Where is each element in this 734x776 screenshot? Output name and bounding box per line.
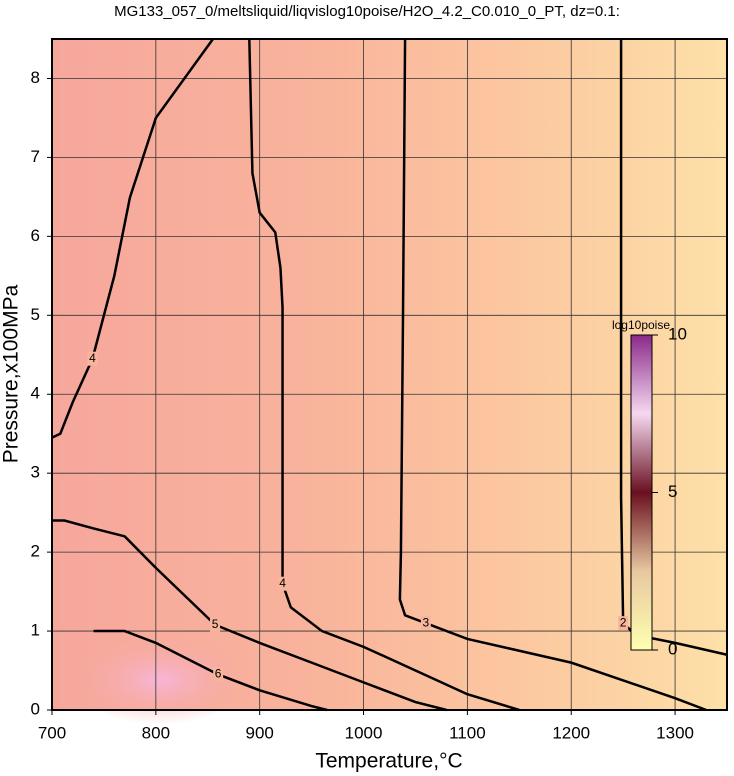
y-tick-label: 2	[31, 542, 40, 561]
colorbar-tick-label: 5	[668, 482, 677, 501]
chart-title: MG133_057_0/meltsliquid/liqvislog10poise…	[114, 3, 620, 20]
y-axis-label: Pressure,x100MPa	[0, 284, 23, 463]
y-tick-label: 1	[31, 621, 40, 640]
contour-line	[51, 38, 214, 439]
y-tick-label: 5	[31, 305, 40, 324]
x-tick-label: 1000	[345, 723, 383, 742]
y-tick-label: 4	[31, 384, 40, 403]
contour-label: 2	[620, 615, 627, 629]
contour-label-bg	[87, 351, 98, 366]
plot-background	[52, 39, 727, 710]
x-tick-label: 900	[246, 723, 274, 742]
y-tick-label: 3	[31, 463, 40, 482]
y-tick-label: 6	[31, 226, 40, 245]
colorbar-tick-label: 0	[668, 639, 677, 658]
x-axis-label: Temperature,°C	[315, 750, 462, 773]
contour-line	[398, 38, 707, 712]
y-tick-label: 7	[31, 147, 40, 166]
contour-label: 4	[89, 351, 96, 365]
colorbar-tick-label: 10	[668, 324, 687, 343]
contour-label: 4	[279, 576, 286, 590]
x-tick-label: 1100	[449, 723, 486, 742]
y-tick-label: 8	[31, 68, 40, 87]
x-tick-label: 700	[38, 723, 66, 742]
y-tick-label: 0	[31, 699, 40, 718]
colorbar	[630, 334, 653, 651]
colorbar-label: log10poise	[612, 318, 670, 332]
contour-label-bg	[277, 576, 288, 591]
x-tick-label: 1300	[656, 723, 694, 742]
contour-label: 5	[212, 617, 219, 631]
contour-label-bg	[210, 617, 221, 632]
contour-label: 3	[423, 615, 430, 629]
x-tick-label: 1200	[552, 723, 590, 742]
x-tick-label: 800	[142, 723, 170, 742]
plot-frame	[51, 38, 728, 711]
contour-label: 6	[215, 667, 222, 681]
shading	[70, 635, 250, 725]
contour-label-bg	[618, 616, 629, 631]
contour-label-bg	[213, 667, 224, 682]
contour-label-bg	[420, 616, 431, 631]
